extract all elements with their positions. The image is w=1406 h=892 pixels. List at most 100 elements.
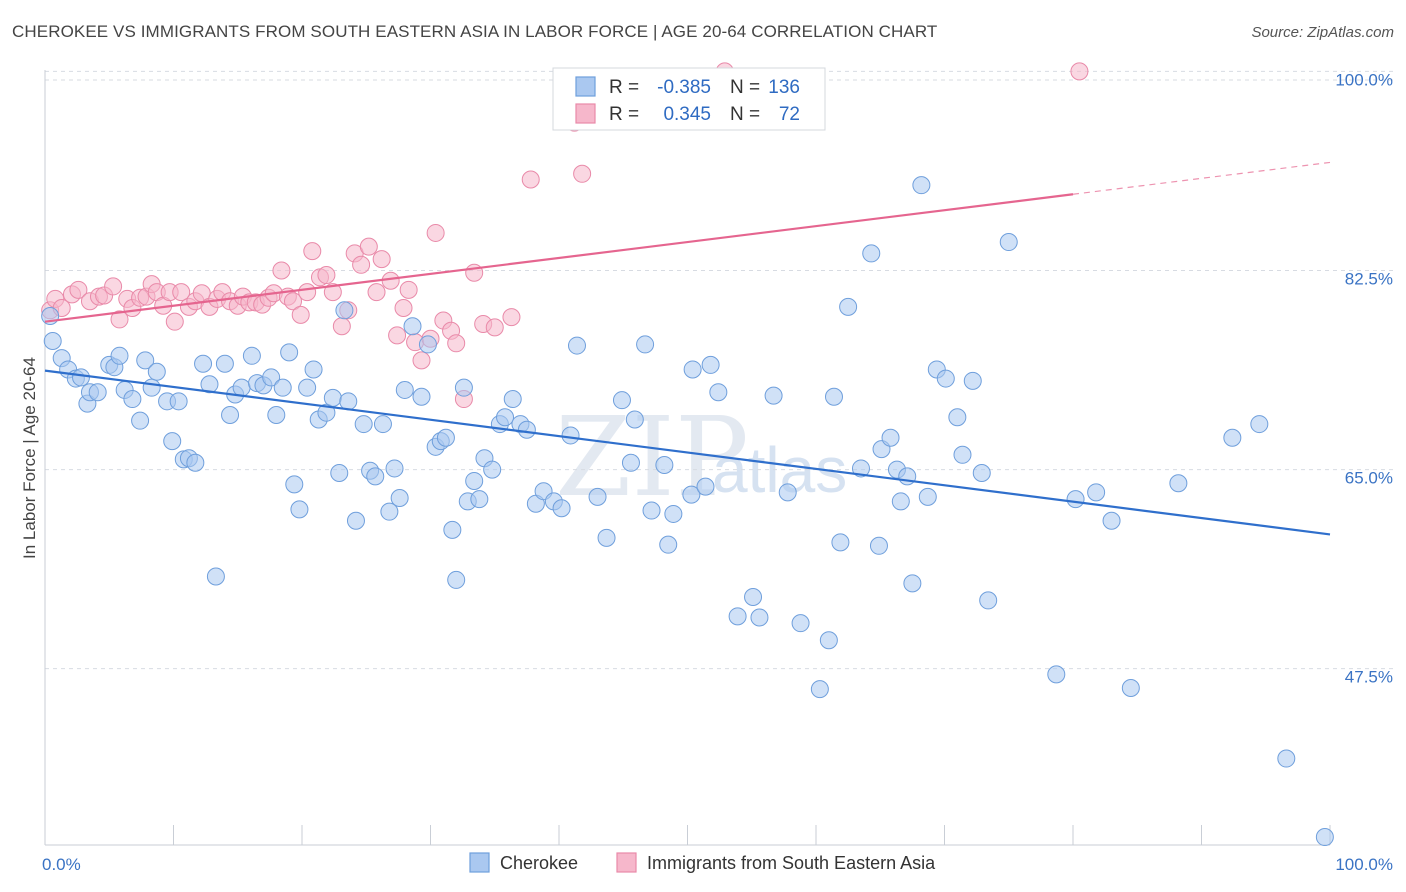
cherokee-point [454, 378, 473, 397]
cherokee-point [972, 463, 991, 482]
cherokee-point [655, 456, 674, 475]
cherokee-point [169, 392, 188, 411]
series-legend: Cherokee Immigrants from South Eastern A… [469, 852, 936, 873]
cherokee-point [552, 499, 571, 518]
cherokee-point [1277, 749, 1296, 768]
x-tick-label-min: 0.0% [42, 855, 81, 874]
y-tick-label: 82.5% [1345, 269, 1393, 288]
cherokee-point [43, 332, 62, 351]
cherokee-point [390, 489, 409, 508]
cherokee-point [215, 354, 234, 373]
cherokee-point [862, 244, 881, 263]
series-legend-label-sea: Immigrants from South Eastern Asia [647, 853, 936, 873]
source-label: Source: ZipAtlas.com [1251, 24, 1394, 41]
sea-point [372, 250, 391, 269]
cherokee-point [612, 391, 631, 410]
cherokee-point [881, 428, 900, 447]
legend-swatch-sea [575, 103, 596, 124]
cherokee-point [664, 504, 683, 523]
cherokee-point [323, 388, 342, 407]
cherokee-point [354, 415, 373, 434]
cherokee-point [936, 369, 955, 388]
cherokee-point [273, 378, 292, 397]
legend-n-label-sea: N = [730, 104, 760, 125]
sea-point [110, 310, 129, 329]
cherokee-point [597, 528, 616, 547]
cherokee-point [147, 362, 166, 381]
legend-n-value-sea: 72 [779, 104, 800, 125]
cherokee-point [366, 467, 385, 486]
sea-point [323, 283, 342, 302]
cherokee-point [778, 483, 797, 502]
cherokee-point [1047, 665, 1066, 684]
cherokee-point [1102, 511, 1121, 530]
cherokee-point [163, 432, 182, 451]
cherokee-point [88, 383, 107, 402]
cherokee-point [200, 375, 219, 394]
y-axis-title: In Labor Force | Age 20-64 [20, 357, 39, 559]
series-legend-swatch-sea [616, 852, 637, 873]
sea-point [359, 237, 378, 256]
series-legend-label-cherokee: Cherokee [500, 853, 578, 873]
legend-r-value-sea: 0.345 [663, 104, 711, 125]
legend-n-value-cherokee: 136 [768, 77, 800, 98]
cherokee-point [1087, 483, 1106, 502]
series-legend-swatch-cherokee [469, 852, 490, 873]
cherokee-point [496, 408, 515, 427]
sea-point [388, 326, 407, 345]
cherokee-point [346, 511, 365, 530]
cherokee-point [561, 426, 580, 445]
sea-point [367, 283, 386, 302]
legend-r-value-cherokee: -0.385 [657, 77, 711, 98]
cherokee-point [110, 346, 129, 365]
cherokee-point [851, 459, 870, 478]
sea-point [172, 283, 191, 302]
cherokee-point [123, 390, 142, 409]
y-tick-label: 100.0% [1335, 70, 1393, 89]
trend-lines [44, 161, 1331, 536]
axes [44, 70, 1331, 846]
cherokee-point [221, 405, 240, 424]
sea-point [502, 308, 521, 327]
cherokee-point [891, 492, 910, 511]
cherokee-point [999, 233, 1018, 252]
cherokee-points [41, 77, 1334, 847]
sea-point [165, 312, 184, 331]
cherokee-point [979, 591, 998, 610]
cherokee-point [625, 410, 644, 429]
cherokee-point [136, 351, 155, 370]
chart-title: CHEROKEE VS IMMIGRANTS FROM SOUTH EASTER… [12, 22, 938, 41]
sea-point [104, 277, 123, 296]
cherokee-point [285, 475, 304, 494]
sea-point [381, 271, 400, 290]
cherokee-point [728, 607, 747, 626]
cherokee-point [304, 360, 323, 379]
cherokee-point [953, 445, 972, 464]
cherokee-point [1121, 679, 1140, 698]
correlation-legend: R = -0.385 N = 136 R = 0.345 N = 72 [552, 67, 826, 131]
cherokee-point [385, 459, 404, 478]
cherokee-point [963, 371, 982, 390]
cherokee-point [483, 460, 502, 479]
cherokee-point [131, 411, 150, 430]
legend-n-label-cherokee: N = [730, 77, 760, 98]
sea-trend-extension [1072, 161, 1331, 195]
cherokee-point [683, 360, 702, 379]
cherokee-point [810, 680, 829, 699]
cherokee-point [824, 387, 843, 406]
sea-point [485, 318, 504, 337]
cherokee-point [918, 487, 937, 506]
legend-swatch-cherokee [575, 76, 596, 97]
cherokee-point [567, 336, 586, 355]
cherokee-point [839, 297, 858, 316]
cherokee-point [1315, 828, 1334, 847]
sea-point [394, 299, 413, 318]
cherokee-point [465, 471, 484, 490]
cherokee-point [1250, 415, 1269, 434]
sea-point [303, 242, 322, 261]
cherokee-point [1223, 428, 1242, 447]
cherokee-point [948, 408, 967, 427]
cherokee-point [380, 502, 399, 521]
cherokee-point [912, 176, 931, 195]
